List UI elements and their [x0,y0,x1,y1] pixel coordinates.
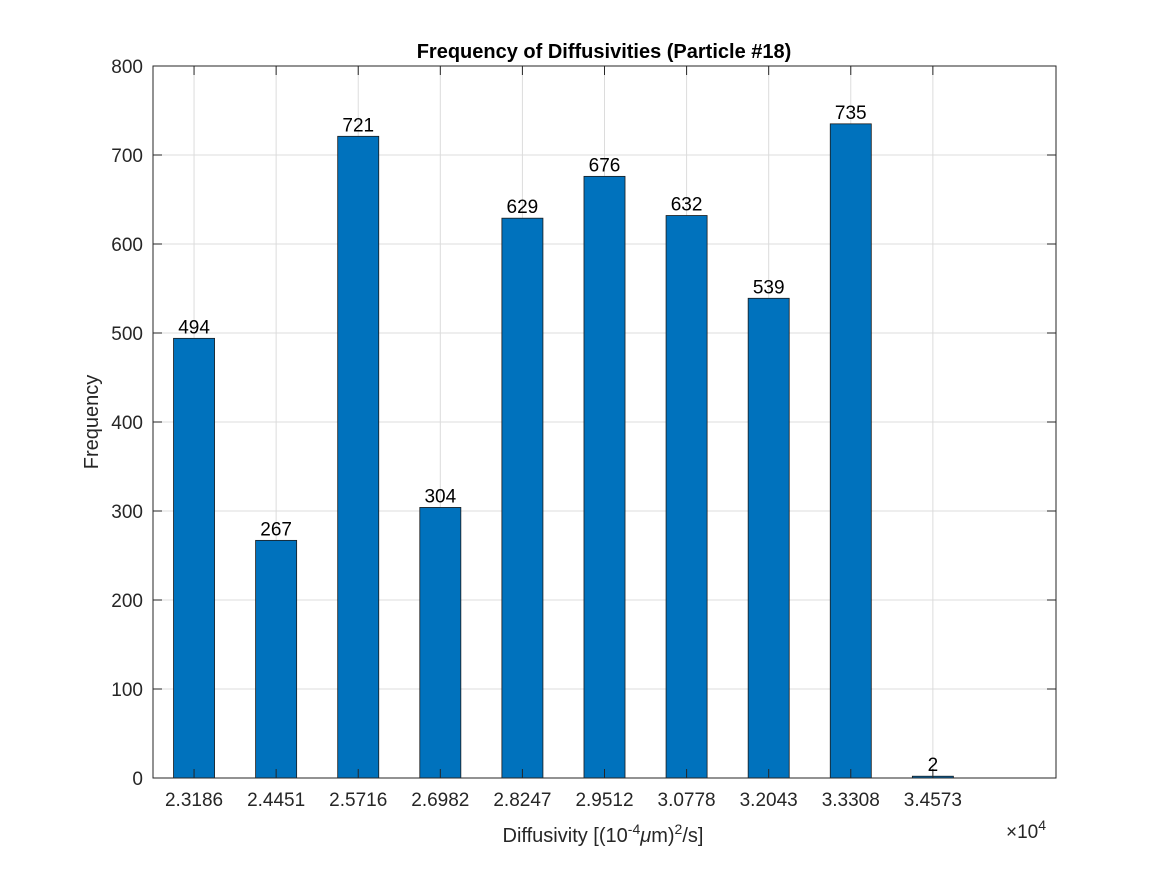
y-tick-label: 800 [111,57,143,78]
x-axis-label-power: 2 [675,821,683,837]
x-tick-label: 3.3308 [822,790,880,811]
y-axis-label: Frequency [81,375,103,470]
x-tick-label: 2.9512 [575,790,633,811]
bar-value-label: 304 [424,486,456,507]
x-axis-label-mu: μ [639,825,651,847]
y-tick-label: 300 [111,502,143,523]
y-tick-label: 700 [111,146,143,167]
bar-value-label: 2 [928,755,939,776]
x-axis-label-suffix: /s] [682,825,703,847]
axis-ticks: 0 100 200 300 400 500 600 700 800 2.3186 2.4451 2.5… [111,57,1056,811]
x-axis-label-exponent: -4 [628,821,641,837]
bar [173,337,215,779]
x-axis-multiplier-exponent: 4 [1038,817,1046,833]
y-tick-label: 100 [111,680,143,701]
x-axis-label: Diffusivity [(10-4μm)2/s] [503,821,704,847]
bar [665,215,708,779]
y-tick-label: 500 [111,324,143,345]
bar [501,217,544,779]
data-labels: 494 267 721 304 629 676 632 539 735 2 [178,103,938,776]
y-tick-label: 200 [111,591,143,612]
bar-value-label: 539 [753,277,785,298]
bar [337,135,380,779]
bar [829,123,872,779]
x-tick-label: 3.0778 [658,790,716,811]
x-tick-label: 2.6982 [411,790,469,811]
bar-value-label: 632 [671,195,703,216]
x-axis-label-prefix: Diffusivity [(10 [503,825,628,847]
x-axis-label-unit: m) [651,825,674,847]
y-tick-label: 400 [111,413,143,434]
x-tick-label: 2.8247 [493,790,551,811]
x-tick-label: 3.2043 [740,790,798,811]
bar-value-label: 721 [342,115,374,136]
x-tick-label: 3.4573 [904,790,962,811]
y-tick-label: 600 [111,235,143,256]
bar-value-label: 735 [835,103,867,124]
x-axis-multiplier: ×104 [1006,817,1046,843]
bar [255,539,298,779]
x-tick-label: 2.5716 [329,790,387,811]
bar-value-label: 494 [178,317,210,338]
bar-value-label: 629 [507,197,539,218]
bar-value-label: 676 [589,155,621,176]
bar-value-label: 267 [260,519,292,540]
bar [583,175,626,779]
bar [419,507,462,779]
bar [747,297,790,779]
x-axis-multiplier-base: ×10 [1006,822,1038,843]
bars [173,123,954,779]
y-tick-label: 0 [132,769,143,790]
x-tick-label: 2.3186 [165,790,223,811]
x-tick-label: 2.4451 [247,790,305,811]
chart-title: Frequency of Diffusivities (Particle #18… [417,41,792,63]
